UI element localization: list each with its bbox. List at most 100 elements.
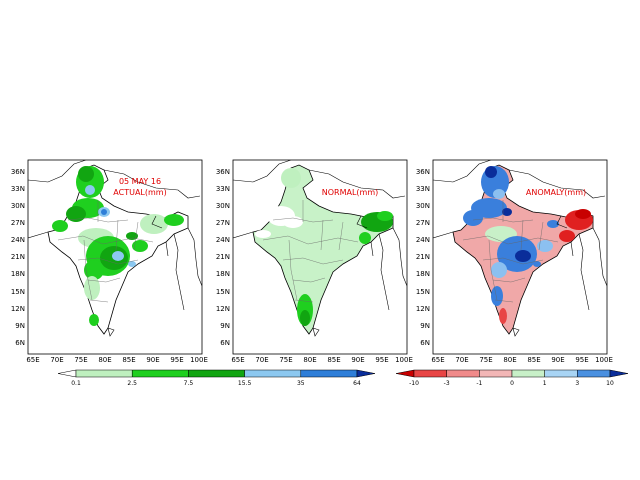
panel-normal-frame xyxy=(232,159,408,355)
lat-tick: 12N xyxy=(216,305,230,313)
lat-tick: 30N xyxy=(216,202,230,210)
colorbar-segment xyxy=(395,369,415,378)
lon-tick: 95E xyxy=(375,356,388,364)
normal-title: NORMAL(mm) xyxy=(322,188,379,197)
colorbar-segment xyxy=(511,369,545,378)
lon-tick: 80E xyxy=(303,356,316,364)
lat-tick: 9N xyxy=(220,322,230,330)
lat-tick: 15N xyxy=(216,288,230,296)
lon-tick: 85E xyxy=(122,356,135,364)
panel-actual-frame xyxy=(27,159,203,355)
lon-tick: 85E xyxy=(527,356,540,364)
lon-tick: 65E xyxy=(431,356,444,364)
lat-ticks-anomaly: 36N 33N 30N 27N 24N 21N 18N 15N 12N 9N 6… xyxy=(416,168,430,347)
india-landmass xyxy=(252,164,394,335)
colorbar-label: 7.5 xyxy=(184,380,194,387)
lat-tick: 15N xyxy=(11,288,25,296)
lat-tick: 9N xyxy=(15,322,25,330)
lon-tick: 100E xyxy=(190,356,208,364)
colorbar-label: 35 xyxy=(297,380,305,387)
lat-tick: 33N xyxy=(216,185,230,193)
lon-tick: 70E xyxy=(50,356,63,364)
neighbor-borders xyxy=(233,160,407,337)
lat-tick: 18N xyxy=(416,270,430,278)
lat-ticks-actual: 36N 33N 30N 27N 24N 21N 18N 15N 12N 9N 6… xyxy=(11,168,25,347)
lat-tick: 36N xyxy=(416,168,430,176)
lon-tick: 75E xyxy=(279,356,292,364)
anomaly-title: ANOMALY(mm) xyxy=(526,188,586,197)
lat-tick: 27N xyxy=(416,219,430,227)
actual-rainfall-field xyxy=(52,166,184,326)
colorbar-label: -3 xyxy=(444,380,450,387)
colorbar-segment xyxy=(131,369,189,378)
lon-tick: 75E xyxy=(74,356,87,364)
lat-ticks-normal: 36N 33N 30N 27N 24N 21N 18N 15N 12N 9N 6… xyxy=(216,168,230,347)
panel-actual: 05 MAY 16 ACTUAL(mm) 36N 33N 30N 27N 24N… xyxy=(11,159,208,364)
lat-tick: 6N xyxy=(220,339,230,347)
lon-ticks-normal: 65E 70E 75E 80E 85E 90E 95E 100E xyxy=(231,356,413,364)
lat-tick: 9N xyxy=(420,322,430,330)
lat-tick: 24N xyxy=(216,236,230,244)
lat-tick: 12N xyxy=(11,305,25,313)
colorbar-segment xyxy=(300,369,358,378)
lat-tick: 21N xyxy=(11,253,25,261)
colorbar-segment xyxy=(413,369,447,378)
actual-date-title: 05 MAY 16 xyxy=(119,177,161,186)
colorbar-segment xyxy=(479,369,513,378)
lat-tick: 18N xyxy=(216,270,230,278)
colorbar-segment xyxy=(75,369,133,378)
colorbar-label: -10 xyxy=(409,380,419,387)
lon-tick: 90E xyxy=(146,356,159,364)
colorbar-label: 10 xyxy=(606,380,614,387)
panel-anomaly-frame xyxy=(432,159,608,355)
colorbar-label: 64 xyxy=(353,380,361,387)
lat-tick: 36N xyxy=(11,168,25,176)
neighbor-borders xyxy=(28,160,202,337)
colorbar-anomaly: -10 -3 -1 0 1 3 10 xyxy=(395,369,629,387)
colorbar-segment xyxy=(609,369,629,378)
lon-tick: 90E xyxy=(551,356,564,364)
lon-tick: 80E xyxy=(503,356,516,364)
state-borders xyxy=(262,200,359,303)
colorbar-label: 2.5 xyxy=(127,380,137,387)
lon-tick: 70E xyxy=(455,356,468,364)
lon-tick: 95E xyxy=(170,356,183,364)
lon-tick: 90E xyxy=(351,356,364,364)
lat-tick: 27N xyxy=(11,219,25,227)
lat-tick: 33N xyxy=(11,185,25,193)
lon-tick: 80E xyxy=(98,356,111,364)
panel-anomaly: ANOMALY(mm) 36N 33N 30N 27N 24N 21N 18N … xyxy=(416,159,613,364)
colorbar-segment xyxy=(577,369,611,378)
lat-tick: 24N xyxy=(11,236,25,244)
lon-tick: 65E xyxy=(231,356,244,364)
colorbar-label: 1 xyxy=(543,380,547,387)
lat-tick: 18N xyxy=(11,270,25,278)
lon-tick: 75E xyxy=(479,356,492,364)
lat-tick: 21N xyxy=(416,253,430,261)
colorbar-label: 0.1 xyxy=(71,380,81,387)
lon-tick: 95E xyxy=(575,356,588,364)
lat-tick: 15N xyxy=(416,288,430,296)
colorbar-label: 0 xyxy=(510,380,514,387)
colorbar-label: 15.5 xyxy=(238,380,252,387)
lon-tick: 100E xyxy=(595,356,613,364)
normal-rainfall-field xyxy=(255,168,393,326)
state-borders xyxy=(57,200,154,303)
lat-tick: 6N xyxy=(15,339,25,347)
lat-tick: 6N xyxy=(420,339,430,347)
lon-ticks-actual: 65E 70E 75E 80E 85E 90E 95E 100E xyxy=(26,356,208,364)
lat-tick: 27N xyxy=(216,219,230,227)
state-borders xyxy=(462,200,559,303)
colorbar-label: 3 xyxy=(575,380,579,387)
colorbar-segment xyxy=(188,369,245,378)
colorbar-label: -1 xyxy=(476,380,482,387)
lat-tick: 33N xyxy=(416,185,430,193)
colorbar-rainfall: 0.1 2.5 7.5 15.5 35 64 xyxy=(57,369,376,387)
lat-tick: 30N xyxy=(11,202,25,210)
lat-tick: 12N xyxy=(416,305,430,313)
panel-normal: NORMAL(mm) 36N 33N 30N 27N 24N 21N 18N 1… xyxy=(216,159,413,364)
lat-tick: 24N xyxy=(416,236,430,244)
colorbar-segment xyxy=(544,369,578,378)
lat-tick: 36N xyxy=(216,168,230,176)
